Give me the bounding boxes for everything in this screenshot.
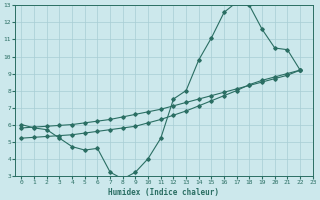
X-axis label: Humidex (Indice chaleur): Humidex (Indice chaleur) <box>108 188 220 197</box>
